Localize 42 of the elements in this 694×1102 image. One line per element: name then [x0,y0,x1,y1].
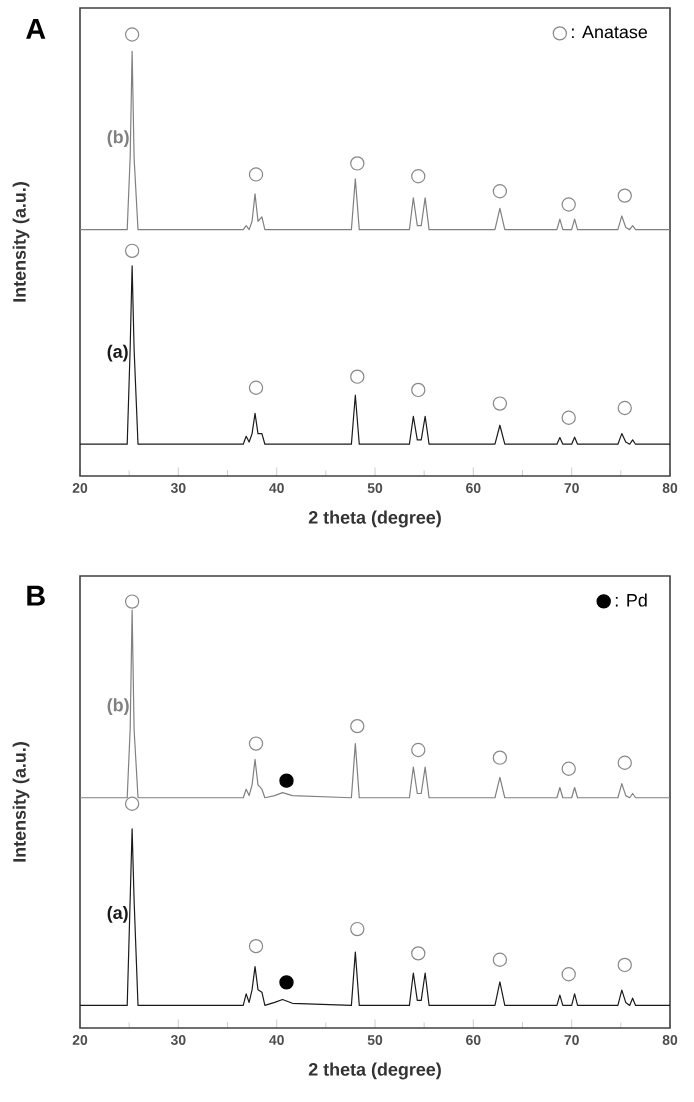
y-axis-title: Intensity (a.u.) [12,742,30,862]
point [492,952,508,967]
point [124,796,140,811]
point [617,957,632,973]
point [617,400,632,416]
series-label: (a) [107,905,128,923]
point [617,755,632,770]
chart-title: B [27,585,45,606]
point [279,975,294,990]
point [124,594,140,609]
point [350,718,365,734]
y-axis-title: Intensity (a.u.) [12,182,30,302]
point [617,188,632,203]
point [411,382,426,398]
point [561,761,576,776]
point [350,369,365,384]
point [561,410,576,425]
point [411,742,426,758]
point [248,736,264,751]
legend-label: : Anatase [572,25,648,39]
point [492,396,508,411]
point [124,243,140,259]
point [248,938,264,954]
point [248,380,264,395]
x-axis-title: 2 theta (degree) [308,1062,441,1080]
point [248,167,264,182]
point [279,773,294,788]
point [492,184,508,199]
legend-label: : Pd [615,593,647,607]
point [492,750,508,765]
point [561,967,576,982]
point [411,169,426,184]
point [561,197,576,212]
x-axis-title: 2 theta (degree) [308,510,441,528]
series-label: (b) [107,130,129,147]
series-label: (b) [107,698,129,715]
point [411,946,426,961]
point [350,921,365,937]
point [124,27,140,42]
series-label: (a) [107,344,128,362]
point [350,156,365,171]
chart-title: A [26,18,46,39]
